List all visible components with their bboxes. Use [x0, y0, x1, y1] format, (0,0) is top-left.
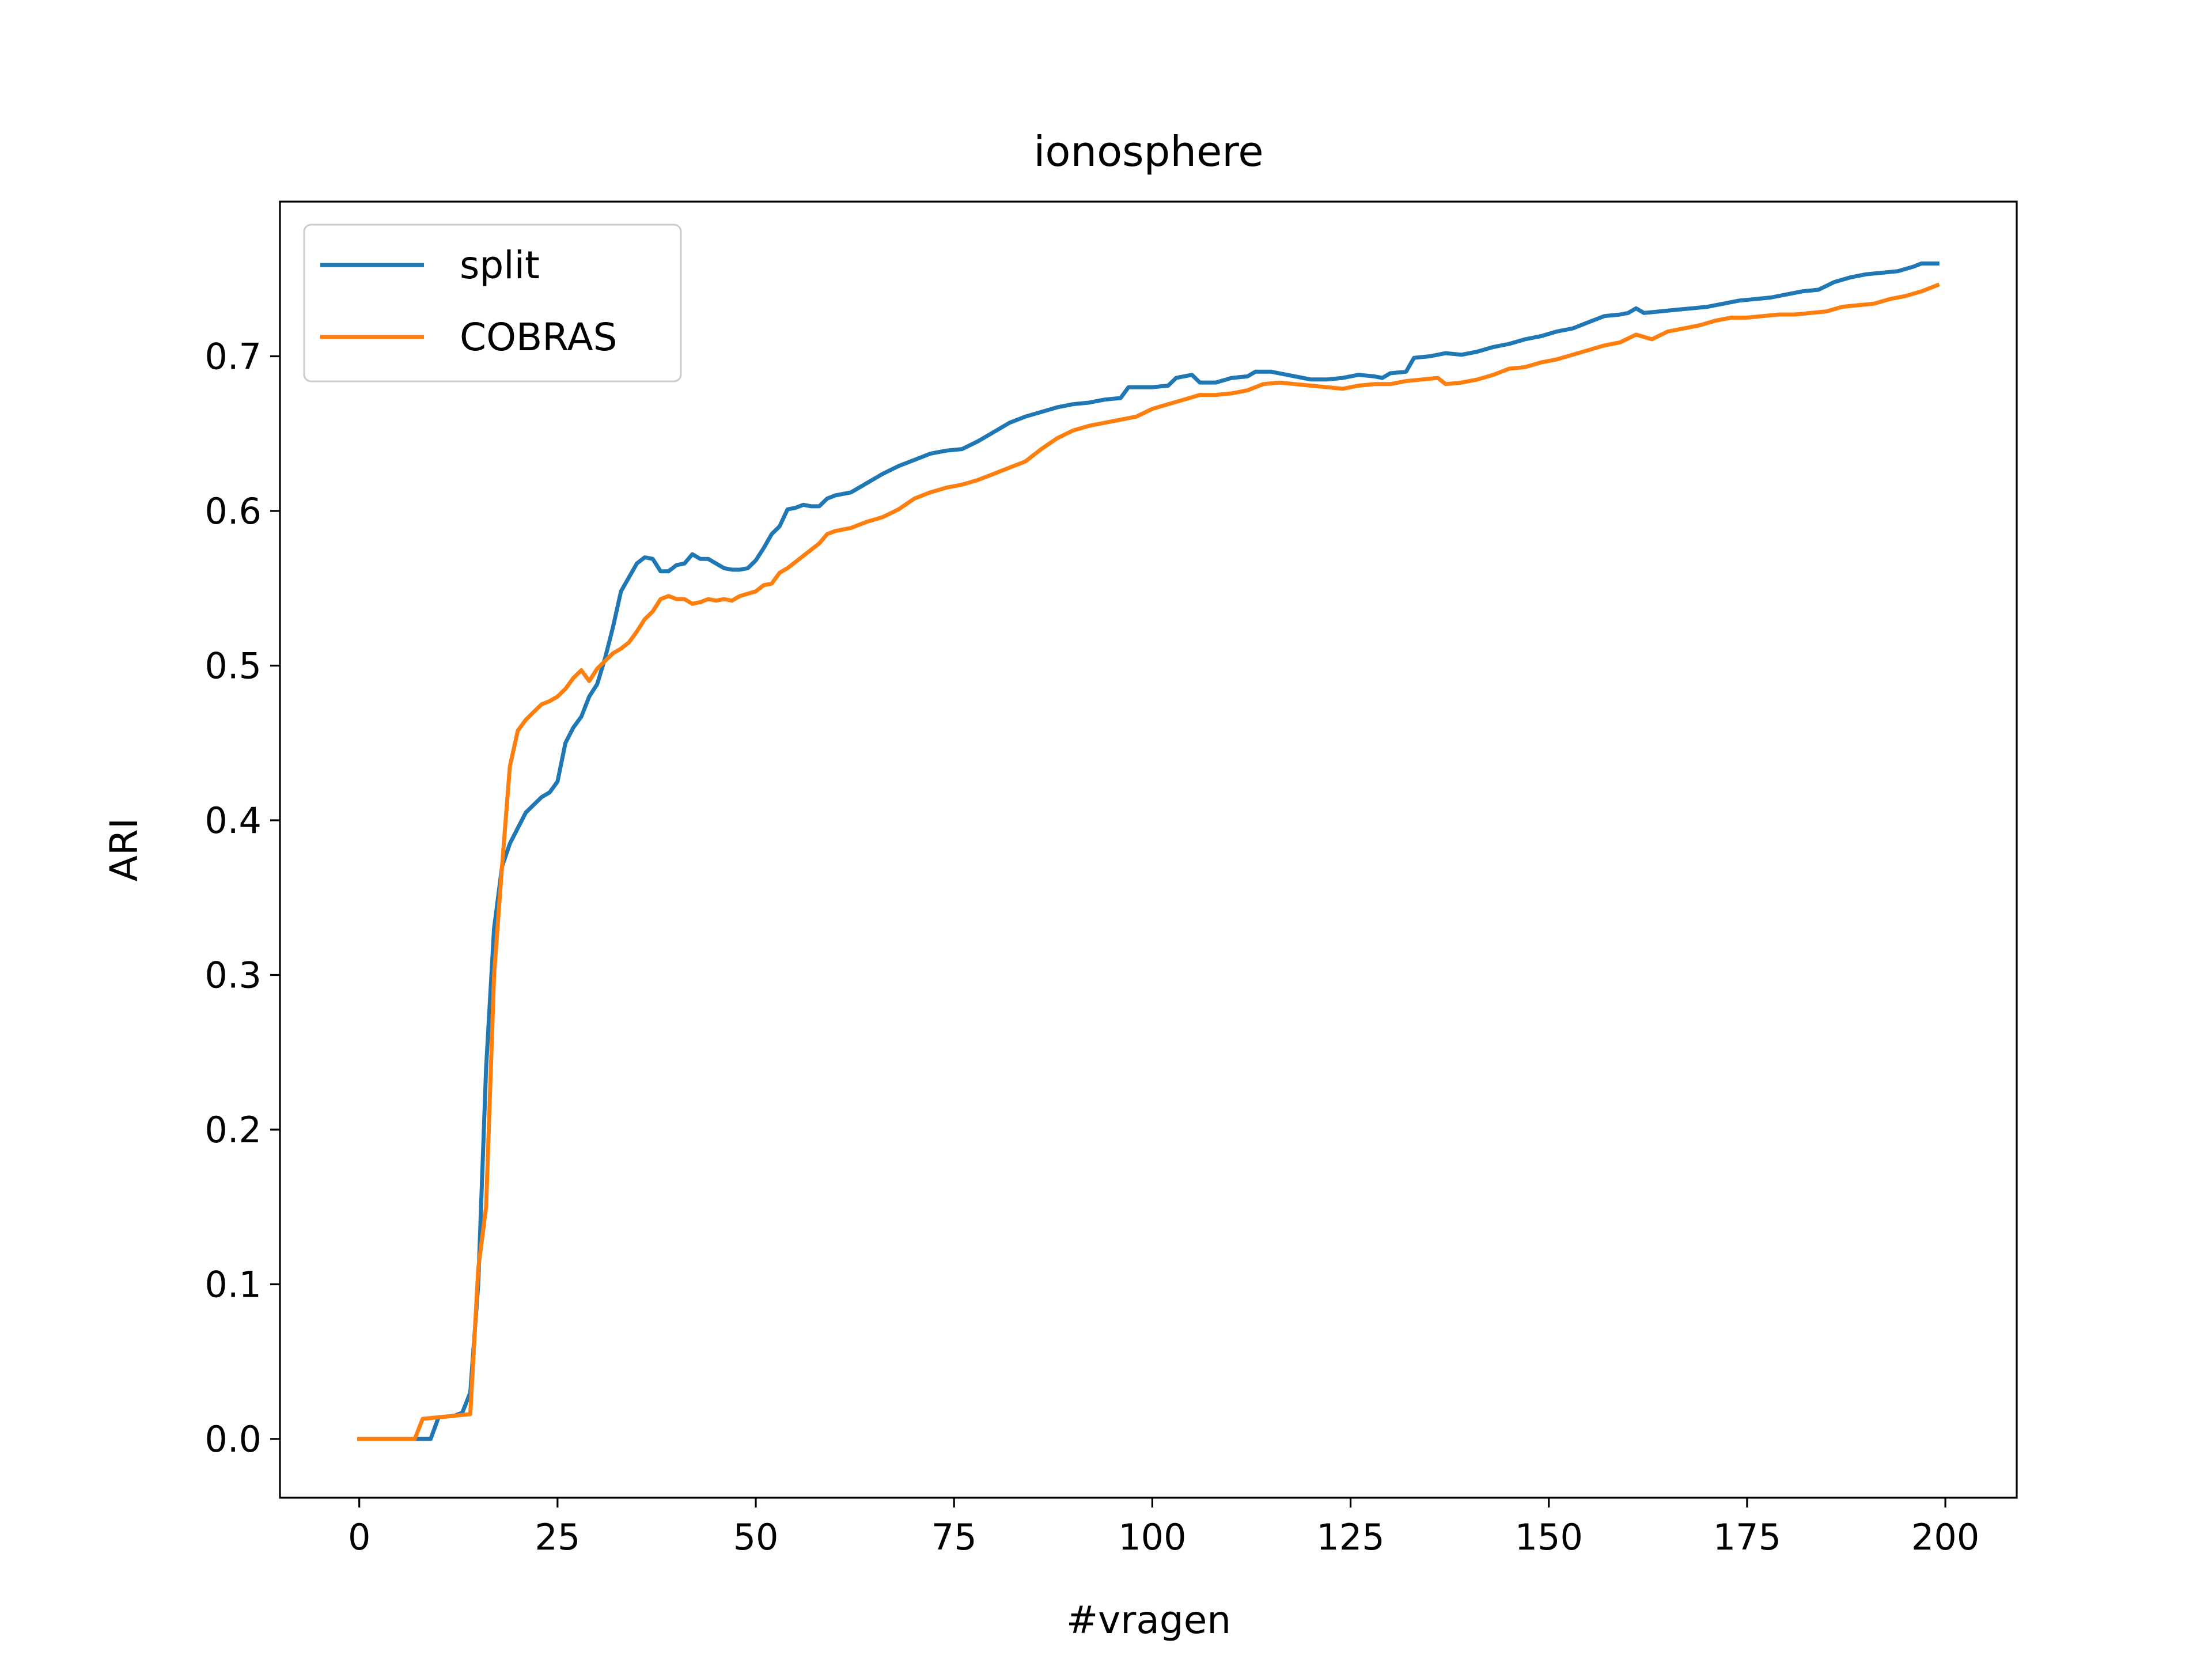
- legend-label-split: split: [460, 243, 540, 287]
- series-line-split: [357, 261, 1940, 1441]
- series-line-cobras: [357, 282, 1940, 1441]
- y-axis-label: ARI: [102, 818, 146, 881]
- x-tick-label: 50: [733, 1516, 779, 1558]
- x-axis: 0 25 50 75 100 125 150 175 200: [348, 1498, 1979, 1558]
- y-tick-label: 0.3: [204, 954, 262, 996]
- y-axis: 0.0 0.1 0.2 0.3 0.4 0.5 0.6 0.7: [204, 335, 280, 1460]
- y-tick-label: 0.0: [204, 1418, 262, 1460]
- x-tick-label: 175: [1713, 1516, 1781, 1558]
- x-tick-label: 200: [1911, 1516, 1979, 1558]
- x-tick-label: 100: [1118, 1516, 1186, 1558]
- chart-title: ionosphere: [1033, 127, 1263, 176]
- x-tick-label: 75: [931, 1516, 977, 1558]
- x-axis-label: #vragen: [1066, 1598, 1231, 1642]
- x-tick-label: 150: [1515, 1516, 1583, 1558]
- y-tick-label: 0.2: [204, 1109, 262, 1151]
- y-tick-label: 0.6: [204, 490, 262, 532]
- legend-label-cobras: COBRAS: [460, 315, 618, 359]
- y-tick-label: 0.1: [204, 1263, 262, 1305]
- y-tick-label: 0.5: [204, 645, 262, 687]
- plot-frame: [279, 200, 2018, 1499]
- x-tick-label: 25: [535, 1516, 580, 1558]
- legend: split COBRAS: [303, 224, 682, 382]
- y-tick-label: 0.4: [204, 800, 262, 842]
- x-tick-label: 0: [348, 1516, 370, 1558]
- series-layer: [357, 261, 1940, 1441]
- y-tick-label: 0.7: [204, 335, 262, 377]
- x-tick-label: 125: [1316, 1516, 1384, 1558]
